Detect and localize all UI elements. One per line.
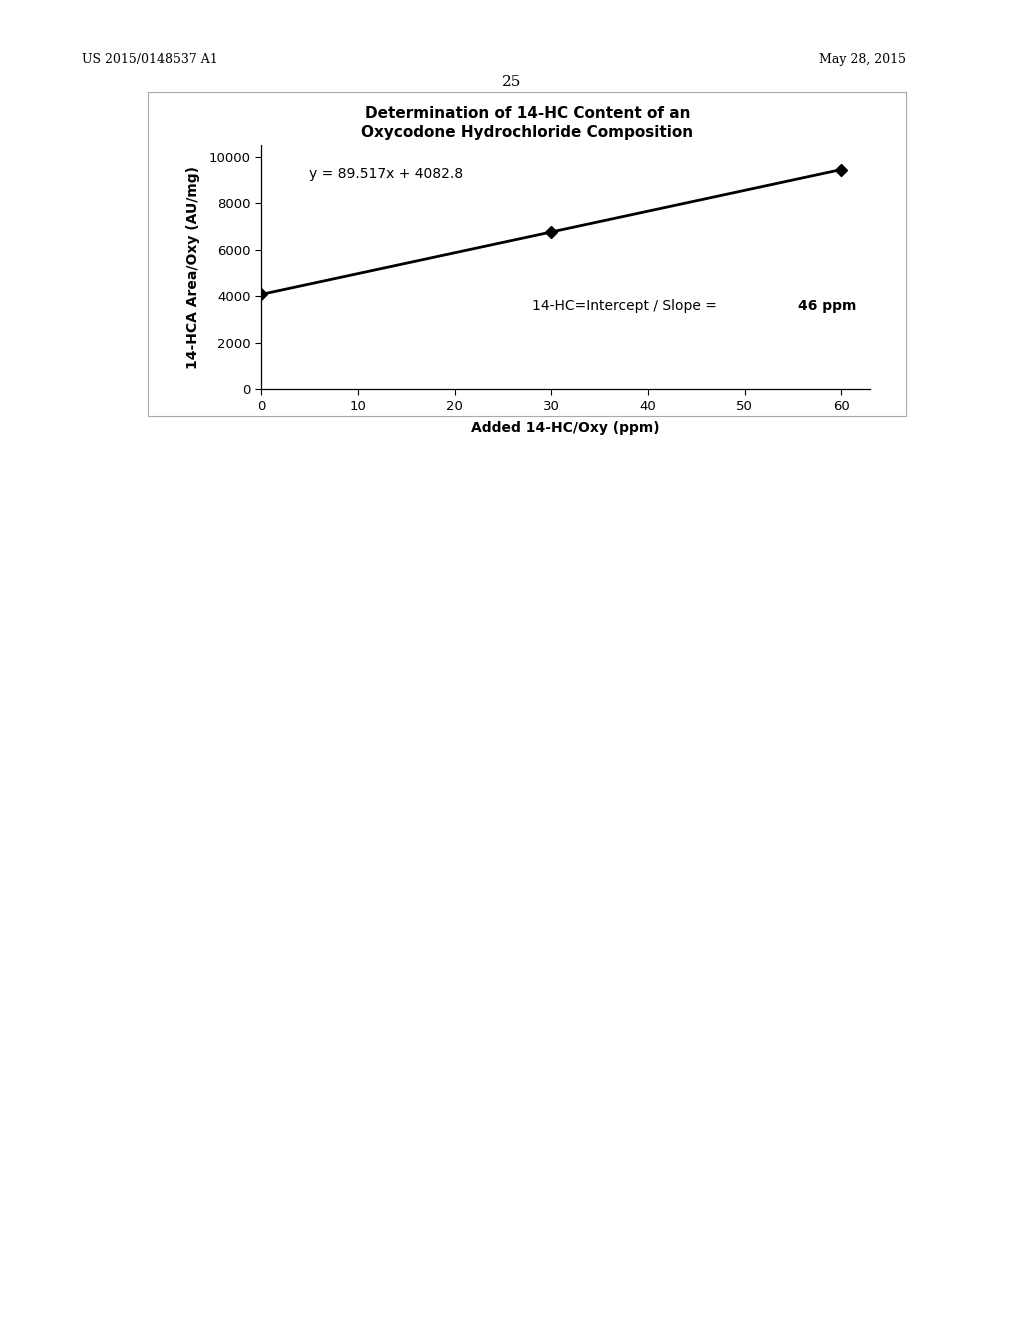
Text: 46 ppm: 46 ppm: [798, 298, 856, 313]
Y-axis label: 14-HCA Area/Oxy (AU/mg): 14-HCA Area/Oxy (AU/mg): [186, 166, 201, 368]
Text: 14-HC=Intercept / Slope =: 14-HC=Intercept / Slope =: [531, 298, 721, 313]
Text: Determination of 14-HC Content of an
Oxycodone Hydrochloride Composition: Determination of 14-HC Content of an Oxy…: [361, 106, 693, 140]
Text: y = 89.517x + 4082.8: y = 89.517x + 4082.8: [309, 166, 464, 181]
Text: May 28, 2015: May 28, 2015: [819, 53, 906, 66]
Text: US 2015/0148537 A1: US 2015/0148537 A1: [82, 53, 218, 66]
Text: 25: 25: [503, 75, 521, 88]
X-axis label: Added 14-HC/Oxy (ppm): Added 14-HC/Oxy (ppm): [471, 421, 660, 436]
